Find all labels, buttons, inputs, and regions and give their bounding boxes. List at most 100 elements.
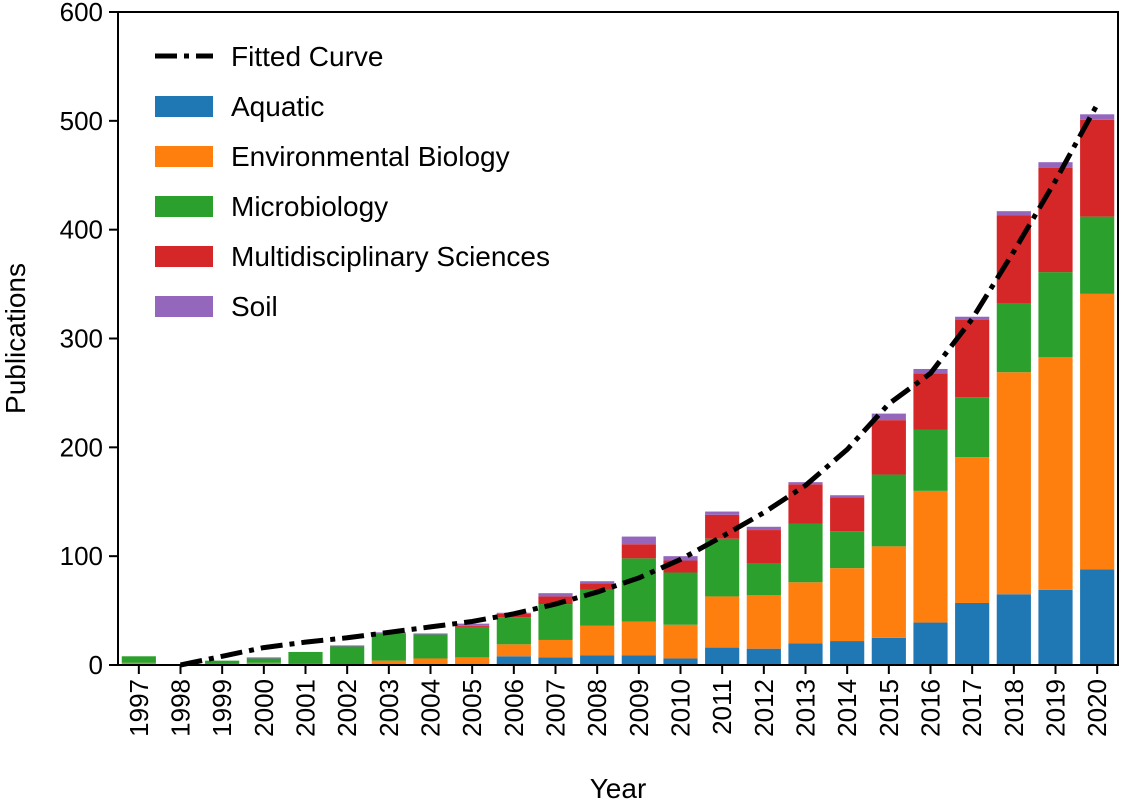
bar-aquatic-2012 — [746, 648, 781, 665]
bar-environmental-biology-1997 — [121, 662, 156, 665]
x-tick-label-2001: 2001 — [291, 679, 321, 737]
legend-swatch-microbiology — [155, 196, 213, 217]
bar-environmental-biology-2007 — [538, 639, 573, 658]
y-tick-label-500: 500 — [60, 106, 103, 136]
bar-microbiology-2014 — [830, 531, 865, 569]
bar-microbiology-2009 — [621, 558, 656, 622]
bar-environmental-biology-2016 — [913, 490, 948, 623]
bar-environmental-biology-2004 — [413, 658, 448, 665]
x-tick-label-2005: 2005 — [457, 679, 487, 737]
bar-multidisciplinary-sciences-2015 — [871, 420, 906, 475]
bar-microbiology-2003 — [371, 633, 406, 661]
bar-microbiology-1999 — [205, 660, 240, 664]
bar-soil-2018 — [996, 211, 1031, 216]
x-tick-label-2000: 2000 — [249, 679, 279, 737]
bar-soil-2002 — [330, 645, 365, 647]
bar-microbiology-2006 — [496, 617, 531, 645]
bar-soil-2011 — [705, 511, 740, 515]
bar-aquatic-2013 — [788, 643, 823, 665]
legend-swatch-aquatic — [155, 96, 213, 117]
bar-environmental-biology-2018 — [996, 372, 1031, 595]
bar-aquatic-2006 — [496, 656, 531, 665]
bar-microbiology-2005 — [455, 626, 490, 658]
bar-aquatic-2019 — [1038, 589, 1073, 665]
legend-swatch-environmental-biology — [155, 146, 213, 167]
bar-environmental-biology-2014 — [830, 568, 865, 642]
legend-label-aquatic: Aquatic — [231, 91, 324, 122]
bar-environmental-biology-2017 — [955, 457, 990, 603]
bar-soil-2008 — [580, 581, 615, 584]
bar-aquatic-2011 — [705, 647, 740, 665]
bar-soil-2017 — [955, 316, 990, 320]
bar-microbiology-2007 — [538, 604, 573, 640]
legend: Fitted Curve Aquatic Environmental Biology… — [155, 41, 550, 322]
x-tick-label-1998: 1998 — [166, 679, 196, 737]
x-tick-label-2009: 2009 — [624, 679, 654, 737]
bar-multidisciplinary-sciences-2013 — [788, 484, 823, 524]
x-tick-label-2004: 2004 — [416, 679, 446, 737]
x-tick-label-2011: 2011 — [707, 679, 737, 735]
x-tick-label-2007: 2007 — [541, 679, 571, 737]
bar-microbiology-2002 — [330, 646, 365, 665]
bar-aquatic-2014 — [830, 641, 865, 665]
x-axis-title: Year — [590, 773, 647, 803]
bar-multidisciplinary-sciences-2020 — [1080, 119, 1115, 217]
bar-microbiology-2015 — [871, 474, 906, 547]
x-tick-label-1997: 1997 — [124, 679, 154, 737]
bar-aquatic-2007 — [538, 657, 573, 665]
fitted-curve-line — [179, 103, 1100, 668]
bar-environmental-biology-2006 — [496, 644, 531, 657]
bar-microbiology-2018 — [996, 303, 1031, 373]
bar-environmental-biology-2008 — [580, 625, 615, 656]
bar-environmental-biology-2013 — [788, 582, 823, 644]
y-tick-label-600: 600 — [60, 0, 103, 27]
x-tick-label-2016: 2016 — [916, 679, 946, 737]
bar-environmental-biology-2010 — [663, 624, 698, 659]
x-tick-label-2019: 2019 — [1041, 679, 1071, 737]
bar-soil-2015 — [871, 413, 906, 421]
y-axis-title: Publications — [0, 263, 31, 414]
bar-microbiology-2001 — [288, 651, 323, 664]
bar-soil-2004 — [413, 633, 448, 635]
bar-environmental-biology-2019 — [1038, 357, 1073, 590]
legend-label-microbiology: Microbiology — [231, 191, 388, 222]
bar-microbiology-2012 — [746, 563, 781, 596]
bar-soil-2014 — [830, 495, 865, 498]
y-tick-label-400: 400 — [60, 215, 103, 245]
bar-environmental-biology-2020 — [1080, 293, 1115, 570]
bar-soil-2007 — [538, 593, 573, 597]
x-tick-label-2010: 2010 — [666, 679, 696, 737]
bar-environmental-biology-2000 — [246, 662, 281, 665]
x-tick-label-2015: 2015 — [874, 679, 904, 737]
bar-aquatic-2009 — [621, 655, 656, 665]
y-tick-label-0: 0 — [89, 650, 103, 680]
bar-environmental-biology-2011 — [705, 596, 740, 648]
bar-multidisciplinary-sciences-2008 — [580, 583, 615, 590]
y-tick-label-100: 100 — [60, 541, 103, 571]
bar-microbiology-2000 — [246, 658, 281, 663]
bar-microbiology-2011 — [705, 538, 740, 597]
bar-soil-2019 — [1038, 162, 1073, 168]
x-tick-label-2020: 2020 — [1082, 679, 1112, 737]
x-tick-label-2014: 2014 — [832, 679, 862, 737]
bar-aquatic-2018 — [996, 594, 1031, 665]
bar-microbiology-2004 — [413, 634, 448, 659]
x-tick-label-2012: 2012 — [749, 679, 779, 737]
bar-aquatic-2010 — [663, 658, 698, 665]
bar-environmental-biology-2009 — [621, 621, 656, 656]
legend-label-environmental-biology: Environmental Biology — [231, 141, 510, 172]
bar-microbiology-2010 — [663, 572, 698, 625]
bar-multidisciplinary-sciences-2009 — [621, 544, 656, 559]
bar-soil-2009 — [621, 536, 656, 545]
bar-environmental-biology-2003 — [371, 660, 406, 665]
bar-microbiology-2019 — [1038, 272, 1073, 357]
x-tick-label-2002: 2002 — [332, 679, 362, 737]
fitted-curve-layer — [179, 103, 1100, 668]
bar-soil-2005 — [455, 623, 490, 626]
bars-layer — [121, 114, 1115, 665]
bar-aquatic-2017 — [955, 602, 990, 665]
bar-multidisciplinary-sciences-2012 — [746, 530, 781, 564]
legend-swatch-multidisciplinary-sciences — [155, 246, 213, 267]
bar-multidisciplinary-sciences-2010 — [663, 560, 698, 573]
